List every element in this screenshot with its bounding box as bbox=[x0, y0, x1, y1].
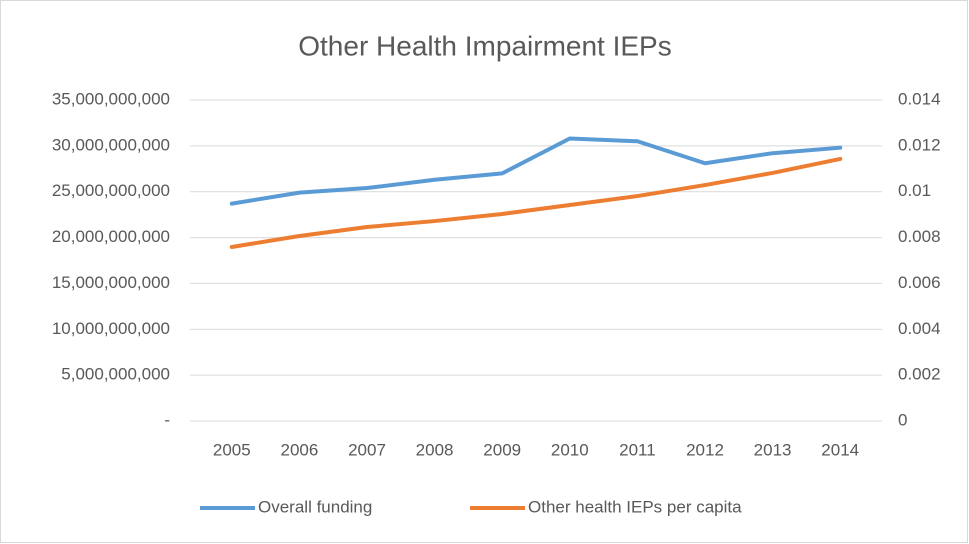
x-tick-label: 2005 bbox=[213, 440, 251, 459]
y2-tick-label: 0.006 bbox=[898, 273, 941, 292]
y-tick-label: - bbox=[164, 410, 170, 429]
y-tick-label: 5,000,000,000 bbox=[61, 365, 170, 384]
x-tick-label: 2007 bbox=[348, 440, 386, 459]
y-tick-label: 30,000,000,000 bbox=[52, 135, 170, 154]
legend-label: Other health IEPs per capita bbox=[528, 497, 742, 516]
y2-tick-label: 0.01 bbox=[898, 181, 931, 200]
legend-label: Overall funding bbox=[258, 497, 372, 516]
y2-tick-label: 0.012 bbox=[898, 135, 941, 154]
y-tick-label: 35,000,000,000 bbox=[52, 89, 170, 108]
series-line bbox=[229, 156, 843, 249]
x-tick-label: 2009 bbox=[483, 440, 521, 459]
series-line bbox=[229, 136, 843, 206]
x-tick-label: 2008 bbox=[416, 440, 454, 459]
y2-tick-label: 0 bbox=[898, 410, 907, 429]
y2-tick-label: 0.002 bbox=[898, 365, 941, 384]
y-tick-label: 25,000,000,000 bbox=[52, 181, 170, 200]
x-tick-label: 2011 bbox=[619, 440, 656, 459]
x-tick-label: 2013 bbox=[754, 440, 792, 459]
y2-tick-label: 0.004 bbox=[898, 319, 941, 338]
y2-tick-label: 0.008 bbox=[898, 227, 941, 246]
x-tick-label: 2014 bbox=[821, 440, 859, 459]
x-tick-label: 2010 bbox=[551, 440, 589, 459]
x-tick-label: 2012 bbox=[686, 440, 724, 459]
x-tick-label: 2006 bbox=[280, 440, 318, 459]
y-tick-label: 15,000,000,000 bbox=[52, 273, 170, 292]
y2-tick-label: 0.014 bbox=[898, 89, 941, 108]
y-tick-label: 10,000,000,000 bbox=[52, 319, 170, 338]
y-tick-label: 20,000,000,000 bbox=[52, 227, 170, 246]
chart-title: Other Health Impairment IEPs bbox=[298, 30, 671, 61]
